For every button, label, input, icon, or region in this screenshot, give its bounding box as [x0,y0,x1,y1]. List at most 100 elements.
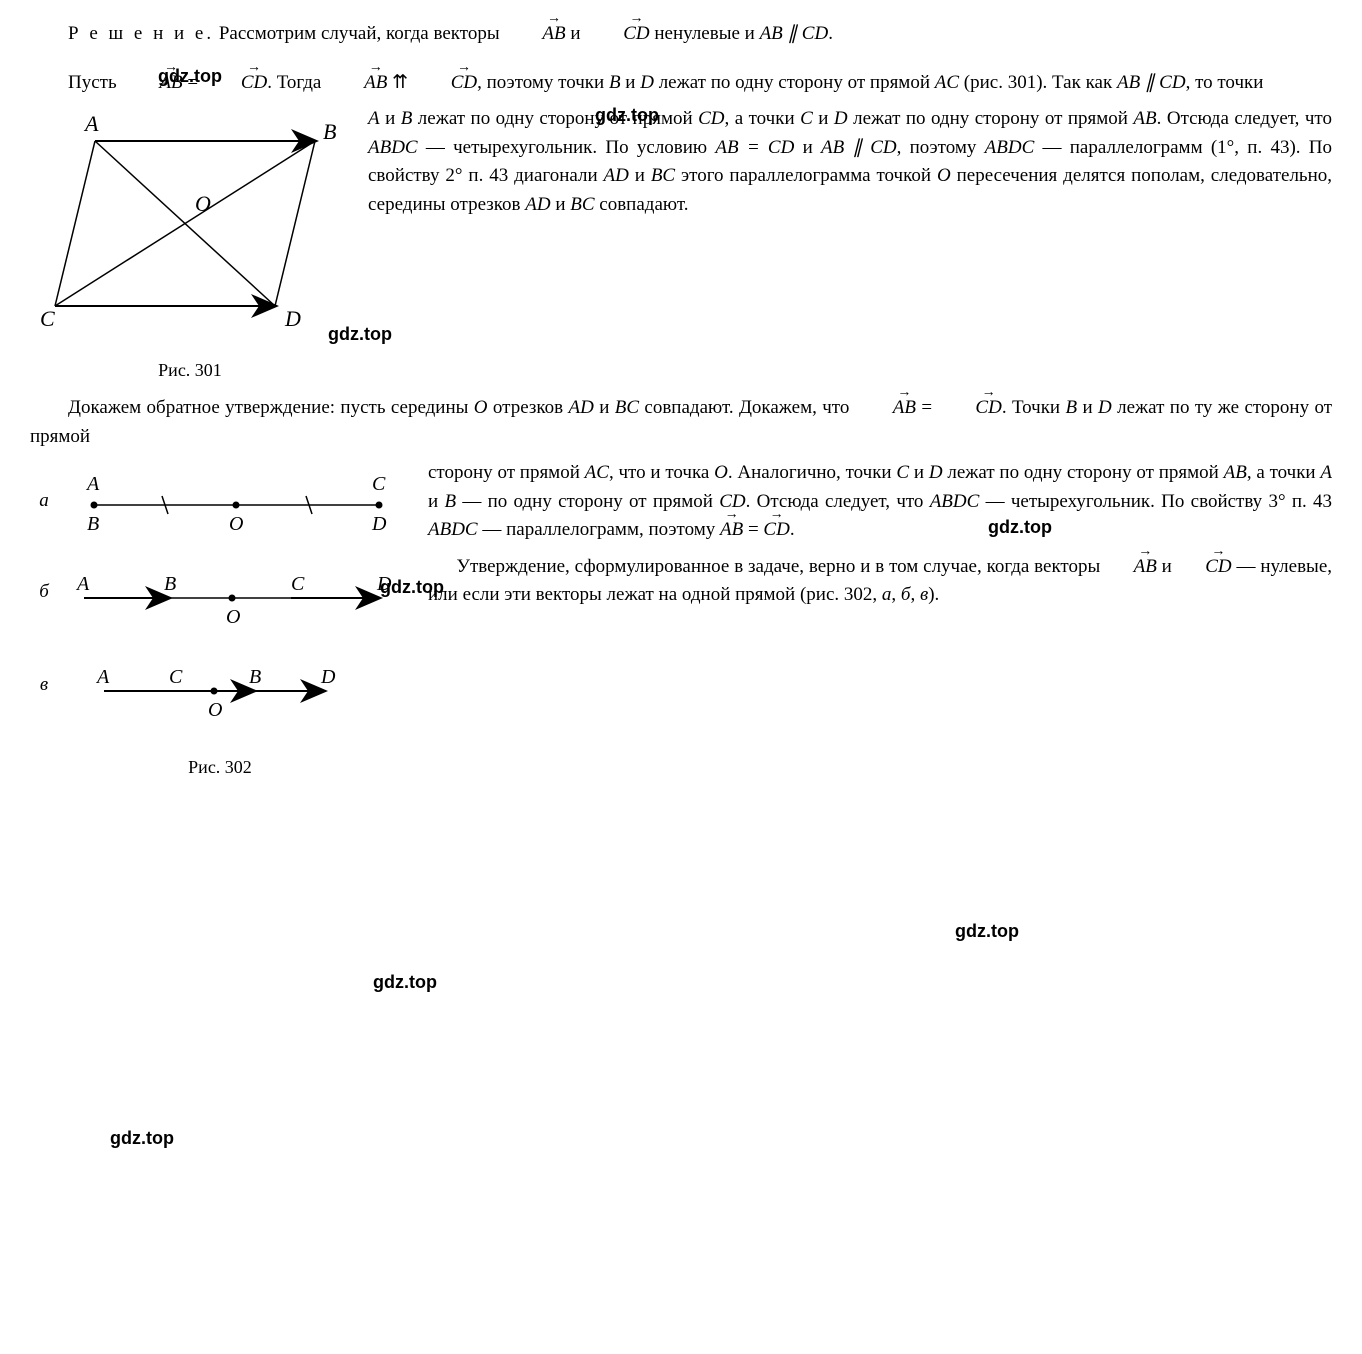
text: = [916,397,937,418]
svg-text:O: O [208,699,222,721]
figure-302-caption: Рис. 302 [30,754,410,781]
math: ABDC [368,137,418,158]
paragraph-solution-intro: Р е ш е н и е. Рассмотрим случай, когда … [30,20,1332,49]
diagram-v: A C O B D [89,661,379,726]
svg-text:B: B [87,513,99,535]
text: и [794,137,821,158]
text: = [183,72,203,93]
vector: CD [241,72,267,93]
paragraph-part1: Пусть →AB = →CD. Тогда →AB ⇈ →CD, поэтом… [30,69,1332,98]
text: лежат по одну сторону от прямой [943,462,1224,483]
svg-text:A: A [83,111,99,136]
math: AB ∥ CD [1117,72,1186,93]
math: BC [570,194,594,215]
math: O [937,165,951,186]
text: , а точки [725,108,801,129]
text: и [428,491,444,512]
vector: CD [975,397,1001,418]
math: AD [568,397,593,418]
vector: CD [763,519,789,540]
text: а [882,584,892,605]
math: CD [698,108,724,129]
text: и [380,108,401,129]
math: B [444,491,456,512]
vector: CD [451,72,477,93]
vector: CD [1205,556,1231,577]
svg-text:C: C [169,666,183,688]
text: и [551,194,571,215]
svg-text:O: O [195,191,211,216]
text: этого параллелограмма точкой [675,165,937,186]
subfig-label-v: в [30,661,58,700]
math: AC [935,72,959,93]
text: = [743,519,763,540]
math: D [834,108,848,129]
vector: AB [720,519,743,540]
text: , то точки [1186,72,1264,93]
vector-CD: CD [623,23,649,44]
math: O [714,462,728,483]
text: совпадают. Докажем, что [639,397,855,418]
math: D [640,72,654,93]
text: . Тогда [267,72,326,93]
text: . [790,519,795,540]
math: AB [1224,462,1247,483]
math: C [800,108,813,129]
math: ABDC [930,491,980,512]
text: , поэтому [897,137,985,158]
figure-302: а A B O C D б [30,465,410,781]
text: и [566,23,586,44]
svg-text:C: C [291,573,305,595]
text: (рис. 301). Так как [959,72,1117,93]
watermark: gdz.top [955,918,1019,945]
math: AB [1133,108,1156,129]
svg-text:O: O [226,606,240,628]
text: Утверждение, сформулированное в задаче, … [457,556,1106,577]
subfig-label-a: а [30,465,58,516]
svg-text:A: A [85,473,100,495]
math: A [368,108,380,129]
text: в [920,584,928,605]
math: C [896,462,909,483]
svg-text:C: C [372,473,386,495]
svg-text:D: D [320,666,336,688]
watermark: gdz.top [110,1125,174,1152]
svg-text:D: D [376,573,392,595]
text: отрезков [488,397,569,418]
text: . [828,23,833,44]
figure-301-caption: Рис. 301 [30,357,350,384]
text: и [813,108,834,129]
subfig-b: б A B O C D [30,568,410,633]
math: D [929,462,943,483]
figure-301: A B C D O Рис. 301 [30,111,350,384]
text: . Отсюда следует, что [1157,108,1332,129]
text: . Аналогично, точки [728,462,897,483]
svg-text:A: A [95,666,110,688]
math: B [401,108,413,129]
svg-text:D: D [371,513,387,535]
svg-text:B: B [249,666,261,688]
watermark: gdz.top [373,969,437,996]
text: и [621,72,641,93]
text: и [1077,397,1098,418]
math: AB = CD [715,137,794,158]
text: лежат по одну сторону от прямой [848,108,1134,129]
paragraph-converse-start: Докажем обратное утверждение: пусть сере… [30,394,1332,451]
text: , [910,584,920,605]
parallelogram-diagram: A B C D O [35,111,345,351]
text: — четырехугольник. По свойству 3° п. 43 [979,491,1332,512]
text: . Точки [1002,397,1066,418]
text: лежат по одну сторону от прямой [412,108,698,129]
math: ABDC [428,519,478,540]
text: и [909,462,929,483]
solution-label: Р е ш е н и е. [68,23,214,44]
text: и [1157,556,1177,577]
math: BC [651,165,675,186]
svg-text:D: D [284,306,301,331]
text: Докажем обратное утверждение: пусть сере… [68,397,474,418]
svg-text:A: A [75,573,90,595]
math: BC [615,397,639,418]
diagram-a: A B O C D [69,465,399,540]
text: Пусть [68,72,121,93]
math: O [474,397,488,418]
